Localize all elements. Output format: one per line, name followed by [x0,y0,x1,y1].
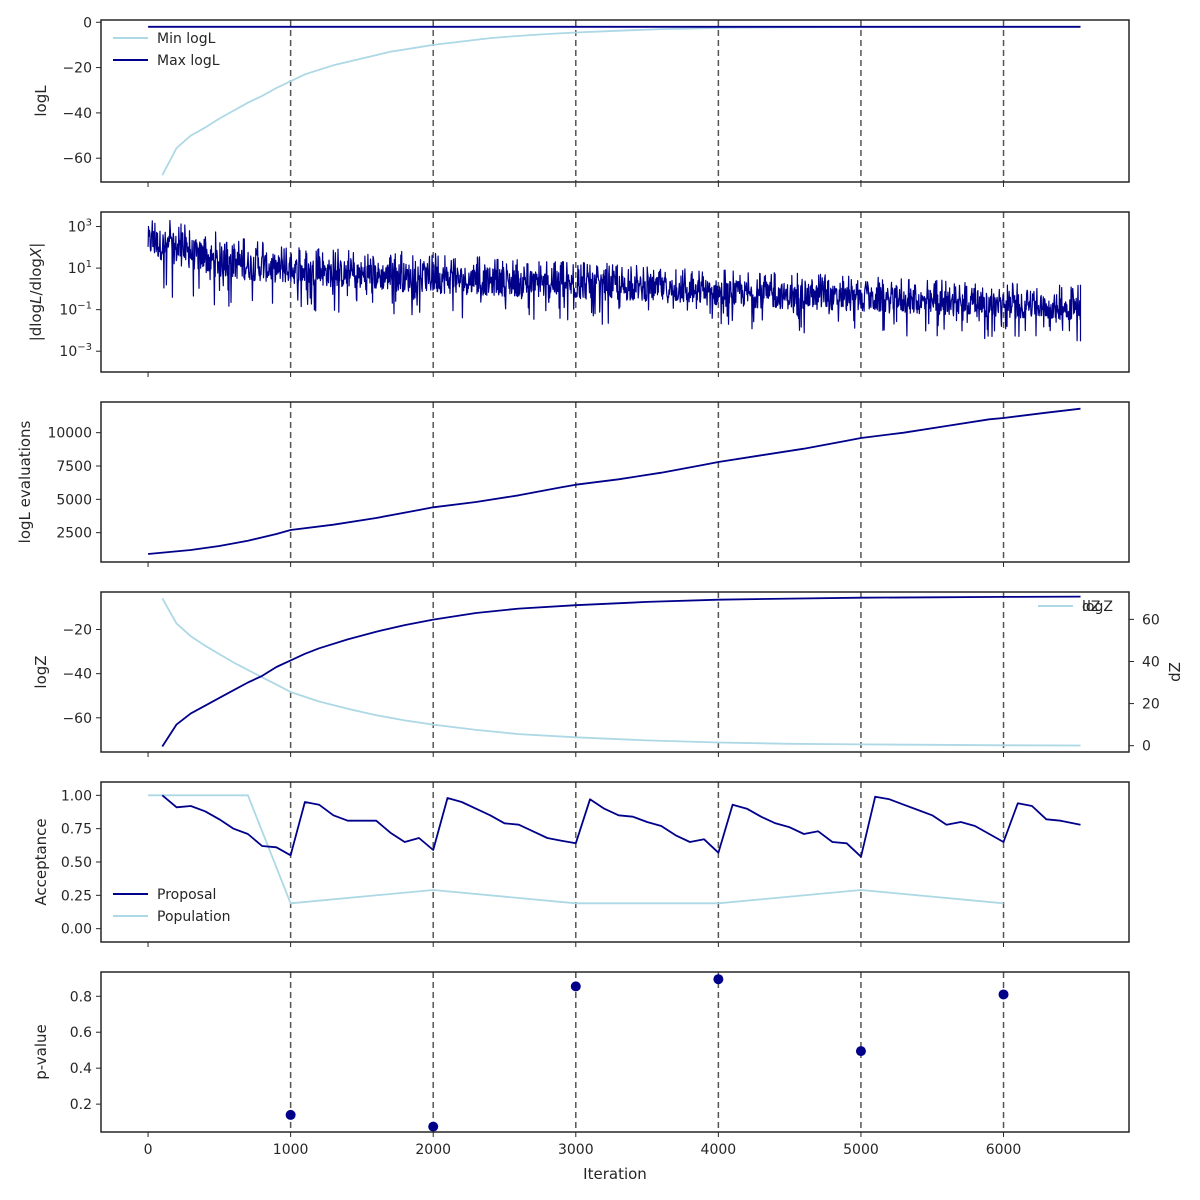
y2-tick-label: 0 [1142,739,1151,755]
y-tick-label: 0.25 [61,888,92,904]
legend-label: Max logL [157,53,220,69]
panel-acceptance: 1.00 0.75 0.50 0.25 0.00 Acceptance Proposal Po… [32,781,1130,947]
series-line [147,219,1082,342]
y2-tick-label: 60 [1142,612,1160,628]
legend-label: Proposal [157,887,216,903]
x-tick-label: 2000 [415,1142,451,1158]
legend-label: dZ [1082,599,1100,615]
plot-frame [100,211,1130,373]
y-tick-label: −40 [62,667,92,683]
data-point [713,974,724,985]
series-line [161,595,1081,747]
panel-pvalue: 0.8 0.6 0.4 0.2 0 1000 2000 3000 4000 5000 6000 p-v… [32,971,1130,1158]
series-line [161,25,1081,176]
y-tick-label: 0.75 [61,822,92,838]
y-tick-label: −20 [62,61,92,77]
y-axis-label: p-value [32,1024,50,1080]
legend-label: Min logL [157,31,216,47]
y-tick-label: 103 [68,218,92,236]
y-tick-label: 10−3 [59,342,92,360]
x-axis-label: Iteration [583,1165,647,1183]
data-point [998,989,1009,1000]
plot-frame [100,401,1130,563]
series-line [161,794,1081,858]
series-line [148,407,1081,555]
y-tick-label: 0.8 [70,989,92,1005]
panel-evals: 2500 5000 7500 10000 logL evaluations [16,401,1130,567]
y-axis-label: |dlogL/dlogX| [27,243,45,342]
y-tick-label: −60 [62,151,92,167]
y-axis-label: logL [32,85,50,117]
data-point [285,1109,296,1120]
y-tick-label: 5000 [56,492,92,508]
panel-dlogl: 103 101 10−1 10−3 |dlogL/dlogX| [27,211,1130,377]
y-tick-label: 1.00 [61,788,92,804]
data-point [570,981,581,992]
y-tick-label: 7500 [56,459,92,475]
y-axis-label: Acceptance [32,818,50,905]
data-point [855,1046,866,1057]
panel-loglike: 0 −20 −40 −60 logL Min logL Max logL [32,15,1130,187]
y-tick-label: 101 [68,259,92,277]
x-tick-label: 0 [144,1142,153,1158]
y-tick-label: 0.00 [61,922,92,938]
plot-frame [100,19,1130,183]
y-axis-label: logZ [32,655,50,688]
y-tick-label: 0 [83,15,92,31]
series-line [161,597,1081,747]
series-line [148,794,1004,905]
y-tick-label: −40 [62,106,92,122]
y-tick-label: 0.6 [70,1025,92,1041]
plot-frame [100,971,1130,1133]
legend-label: Population [157,909,231,925]
y-tick-label: 0.2 [70,1097,92,1113]
y-tick-label: −60 [62,711,92,727]
plot-frame [100,591,1130,753]
y-tick-label: 10−1 [59,301,92,319]
y-tick-label: 0.50 [61,855,92,871]
legend-label: logZ [1082,599,1113,615]
x-tick-label: 5000 [843,1142,879,1158]
y-tick-label: −20 [62,623,92,639]
x-tick-label: 4000 [701,1142,737,1158]
data-point [428,1121,439,1132]
x-tick-label: 6000 [986,1142,1022,1158]
plot-frame [100,781,1130,943]
y2-tick-label: 40 [1142,654,1160,670]
y-tick-label: 0.4 [70,1061,92,1077]
y2-tick-label: 20 [1142,697,1160,713]
y-axis-label: logL evaluations [16,420,34,543]
y2-axis-label: dZ [1166,662,1184,682]
x-tick-label: 1000 [273,1142,309,1158]
x-tick-label: 3000 [558,1142,594,1158]
y-tick-label: 2500 [56,526,92,542]
y-tick-label: 10000 [47,426,92,442]
